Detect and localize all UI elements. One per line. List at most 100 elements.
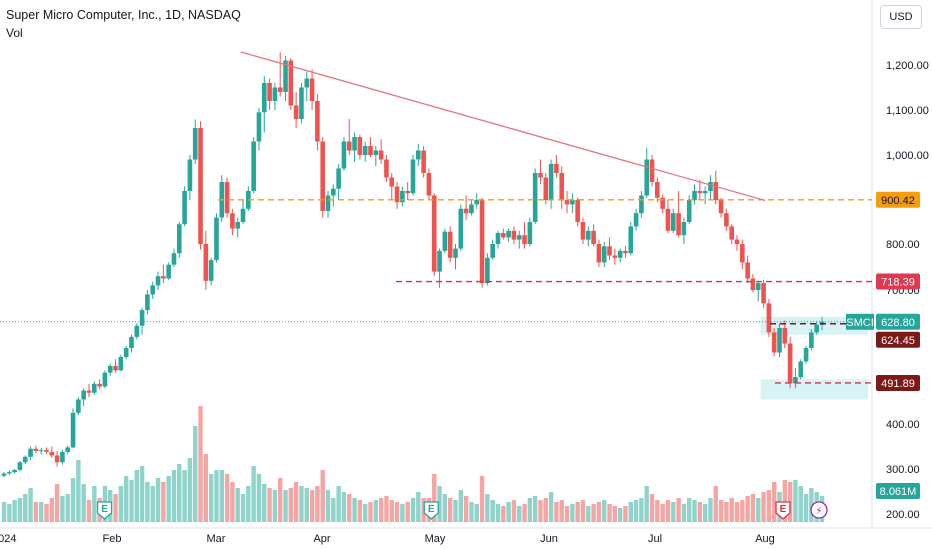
volume-bar	[602, 500, 607, 522]
candle-body	[60, 451, 65, 463]
candle-body	[65, 447, 71, 452]
candle-body	[113, 365, 118, 371]
candle-body	[155, 276, 161, 286]
earnings-marker[interactable]	[775, 501, 791, 520]
candle-body	[357, 137, 363, 155]
volume-bar	[177, 464, 182, 522]
volume-bar	[586, 506, 591, 522]
volume-bar	[224, 474, 230, 522]
volume-bar	[240, 494, 246, 522]
candle-body	[458, 208, 464, 249]
candle-body	[145, 294, 150, 311]
volume-bar	[203, 454, 209, 522]
volume-bar	[750, 494, 756, 522]
candle-body	[171, 253, 177, 265]
volume-bar	[235, 488, 240, 522]
volume-bar	[230, 482, 235, 522]
time-tick-label: Jul	[648, 533, 662, 545]
volume-bar	[347, 494, 352, 522]
candle-body	[7, 472, 12, 474]
volume-bar	[612, 506, 618, 522]
candle-body	[676, 213, 681, 236]
volume-bar	[655, 500, 660, 522]
price-badge-label: 628.80	[881, 317, 915, 329]
candle-body	[28, 448, 33, 457]
time-tick-label: Feb	[103, 533, 122, 545]
candle-body	[309, 78, 315, 101]
earnings-marker[interactable]	[423, 501, 439, 520]
volume-bar	[49, 498, 55, 522]
candle-body	[431, 195, 437, 272]
candle-body	[49, 451, 55, 456]
candle-body	[373, 150, 379, 155]
volume-bar	[123, 476, 129, 522]
currency-button[interactable]: USD	[880, 5, 922, 29]
volume-bar	[447, 498, 453, 522]
candle-body	[814, 324, 819, 333]
candle-body	[240, 208, 246, 222]
volume-bar	[490, 500, 495, 522]
candle-body	[410, 159, 416, 194]
candle-body	[718, 200, 724, 214]
price-badge-label: 900.42	[881, 195, 915, 207]
candle-body	[479, 200, 485, 284]
volume-bar	[532, 496, 538, 522]
volume-bar	[28, 488, 33, 522]
earnings-marker[interactable]	[96, 501, 113, 520]
dividend-marker[interactable]	[810, 501, 828, 519]
volume-bar	[33, 502, 39, 522]
volume-bar	[771, 482, 777, 522]
volume-bar	[299, 486, 304, 522]
volume-bar	[501, 506, 506, 522]
volume-bar	[580, 500, 586, 522]
candle-body	[288, 60, 294, 106]
price-badge-layer: 900.42 718.39 SMCI 628.80 624.45 491.89 8.061M	[846, 191, 920, 499]
candle-body	[426, 173, 432, 196]
candle-body	[766, 303, 772, 333]
candle-body	[564, 200, 570, 205]
candle-body	[346, 141, 352, 151]
volume-bar	[416, 492, 421, 522]
candle-body	[787, 343, 793, 384]
volume-bar	[623, 506, 628, 522]
volume-bar	[219, 470, 224, 522]
volume-bar	[575, 502, 580, 522]
volume-bar	[570, 504, 575, 522]
price-badge	[876, 313, 920, 330]
volume-bar	[766, 490, 772, 522]
volume-bar	[38, 502, 44, 522]
candle-body	[644, 159, 650, 196]
candle-body	[150, 285, 156, 295]
volume-bar	[617, 508, 623, 522]
price-tick-label: 200.00	[886, 509, 920, 521]
candle-body	[91, 383, 97, 393]
time-tick-label: May	[425, 533, 446, 545]
trendline[interactable]	[240, 51, 766, 202]
volume-bar	[304, 488, 309, 522]
candle-body	[176, 224, 182, 254]
candle-body	[612, 255, 618, 258]
candle-body	[670, 213, 676, 231]
candle-body	[686, 200, 692, 222]
candle-body	[192, 128, 198, 160]
volume-indicator-label[interactable]: Vol	[6, 26, 23, 40]
candle-body	[272, 87, 278, 101]
highlight-zone-upper	[760, 316, 868, 335]
price-tick-label: 800.00	[886, 239, 920, 251]
zone-layer	[760, 316, 868, 400]
candle-body	[81, 390, 86, 400]
volume-bar	[517, 506, 522, 522]
candle-body	[368, 146, 373, 155]
volume-bar	[432, 474, 437, 522]
candle-body	[809, 332, 814, 349]
candle-body	[495, 233, 501, 244]
candle-body	[538, 173, 543, 178]
volume-bar	[793, 480, 798, 522]
candle-body	[803, 348, 809, 362]
candle-body	[22, 456, 28, 463]
candle-body	[570, 200, 575, 205]
price-badge-label: 491.89	[881, 378, 915, 390]
volume-bar	[76, 460, 81, 522]
